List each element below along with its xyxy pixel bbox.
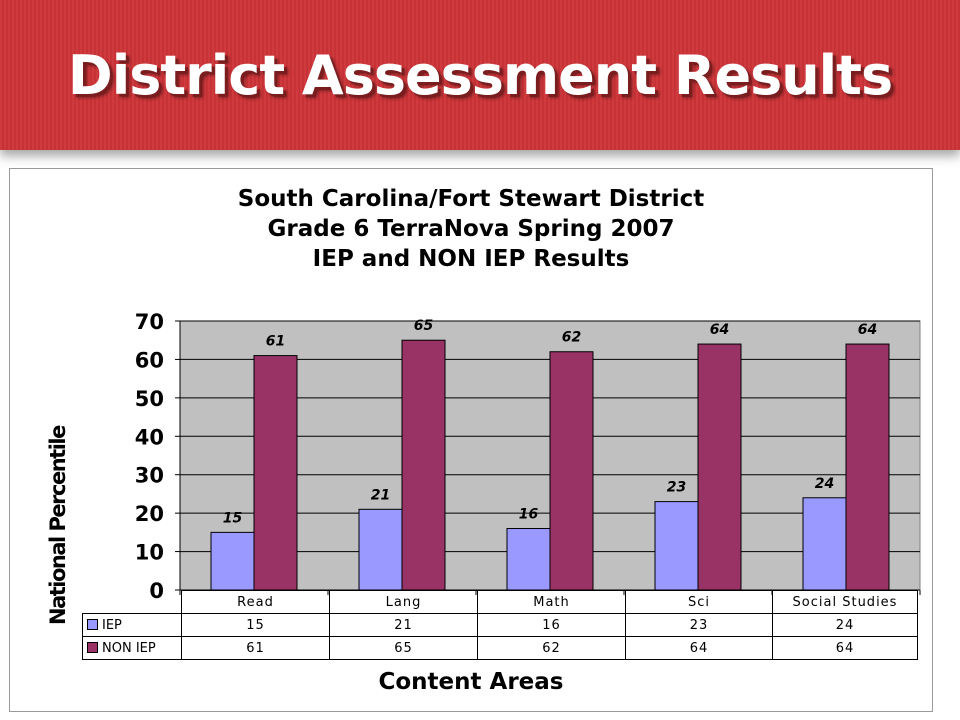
- chart-frame: South Carolina/Fort Stewart District Gra…: [9, 168, 933, 712]
- legend-swatch-iep: [87, 618, 98, 630]
- y-tick-label: 60: [135, 348, 164, 372]
- chart-title-line-1: South Carolina/Fort Stewart District: [237, 186, 705, 212]
- table-cell: 64: [625, 636, 773, 660]
- table-category-header: Sci: [625, 590, 773, 614]
- table-cell: 16: [477, 613, 626, 637]
- bar-non-iep: [253, 355, 298, 591]
- slide-title: District Assessment Results: [67, 44, 893, 107]
- data-label: 24: [815, 476, 834, 492]
- data-table-row-non-iep: NON IEP 61 65 62 64 64: [82, 636, 918, 660]
- title-banner: District Assessment Results: [0, 0, 960, 150]
- y-tick-label: 20: [135, 502, 164, 526]
- table-category-header: Lang: [329, 590, 478, 614]
- y-tick-label: 30: [135, 464, 164, 488]
- data-label: 23: [667, 480, 686, 496]
- x-axis-label: Content Areas: [378, 669, 564, 695]
- y-axis-label: National Percentile: [46, 426, 70, 625]
- table-cell: 64: [772, 636, 918, 660]
- table-cell: 24: [772, 613, 918, 637]
- y-tick-label: 50: [135, 387, 164, 411]
- bar-iep: [802, 497, 847, 591]
- y-tick-label: 40: [135, 425, 164, 449]
- y-tick-label: 10: [135, 541, 164, 565]
- data-label: 16: [519, 507, 539, 523]
- bar-non-iep: [697, 343, 742, 591]
- bar-non-iep: [845, 343, 890, 591]
- table-category-header: Read: [181, 590, 330, 614]
- table-cell: 65: [329, 636, 478, 660]
- table-cell: 21: [329, 613, 478, 637]
- table-cell: 62: [477, 636, 626, 660]
- bar-non-iep: [549, 351, 594, 591]
- chart-title-line-2: Grade 6 TerraNova Spring 2007: [267, 216, 675, 242]
- table-cell: 23: [625, 613, 773, 637]
- data-table-row-iep: IEP 15 21 16 23 24: [82, 613, 918, 637]
- data-label: 21: [371, 487, 390, 503]
- data-label: 15: [223, 510, 243, 526]
- bar-iep: [358, 508, 403, 591]
- table-cell: 15: [181, 613, 330, 637]
- data-label: 62: [562, 330, 581, 346]
- legend-entry-iep: IEP: [82, 613, 182, 637]
- bar-non-iep: [401, 339, 446, 591]
- data-label: 61: [266, 334, 285, 350]
- y-tick-label: 70: [135, 310, 164, 334]
- bar-iep: [506, 528, 551, 591]
- data-label: 64: [710, 322, 729, 338]
- data-table: Read Lang Math Sci Social Studies IEP 15…: [82, 590, 918, 660]
- legend-label: IEP: [102, 617, 122, 633]
- data-label: 64: [858, 322, 877, 338]
- bar-iep: [210, 531, 255, 591]
- chart-title-line-3: IEP and NON IEP Results: [312, 246, 630, 272]
- legend-label: NON IEP: [102, 640, 156, 656]
- table-category-header: Social Studies: [772, 590, 918, 614]
- table-cell: 61: [181, 636, 330, 660]
- legend-entry-non-iep: NON IEP: [82, 636, 182, 660]
- data-table-header-row: Read Lang Math Sci Social Studies: [82, 590, 918, 614]
- data-label: 65: [414, 318, 434, 334]
- bar-iep: [654, 501, 699, 591]
- table-category-header: Math: [477, 590, 626, 614]
- legend-swatch-non-iep: [87, 641, 98, 653]
